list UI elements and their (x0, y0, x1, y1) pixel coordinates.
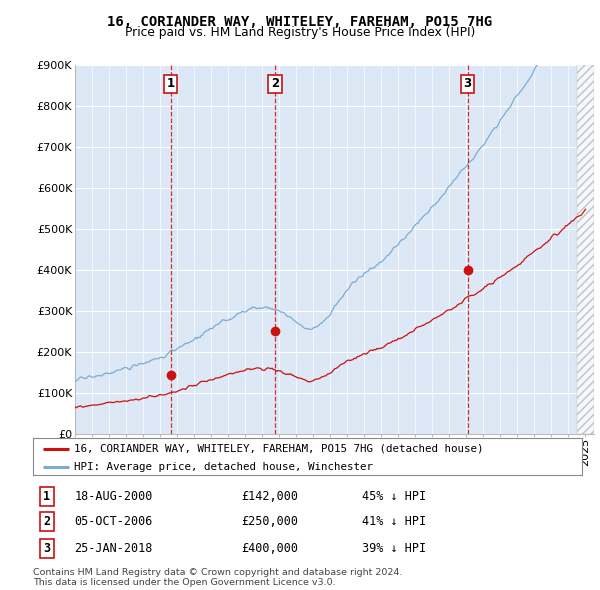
Text: £250,000: £250,000 (242, 515, 299, 528)
Text: 41% ↓ HPI: 41% ↓ HPI (362, 515, 427, 528)
Text: 2: 2 (271, 77, 279, 90)
Text: £142,000: £142,000 (242, 490, 299, 503)
Text: 39% ↓ HPI: 39% ↓ HPI (362, 542, 427, 555)
Text: Price paid vs. HM Land Registry's House Price Index (HPI): Price paid vs. HM Land Registry's House … (125, 26, 475, 39)
Text: 25-JAN-2018: 25-JAN-2018 (74, 542, 152, 555)
Text: 45% ↓ HPI: 45% ↓ HPI (362, 490, 427, 503)
Text: 3: 3 (43, 542, 50, 555)
Text: Contains HM Land Registry data © Crown copyright and database right 2024.
This d: Contains HM Land Registry data © Crown c… (33, 568, 403, 587)
Text: HPI: Average price, detached house, Winchester: HPI: Average price, detached house, Winc… (74, 462, 373, 472)
Text: 2: 2 (43, 515, 50, 528)
Text: 16, CORIANDER WAY, WHITELEY, FAREHAM, PO15 7HG (detached house): 16, CORIANDER WAY, WHITELEY, FAREHAM, PO… (74, 444, 484, 454)
Text: 16, CORIANDER WAY, WHITELEY, FAREHAM, PO15 7HG: 16, CORIANDER WAY, WHITELEY, FAREHAM, PO… (107, 15, 493, 29)
Text: 05-OCT-2006: 05-OCT-2006 (74, 515, 152, 528)
Text: 1: 1 (167, 77, 175, 90)
Text: 1: 1 (43, 490, 50, 503)
Text: 3: 3 (464, 77, 472, 90)
Text: 18-AUG-2000: 18-AUG-2000 (74, 490, 152, 503)
Text: £400,000: £400,000 (242, 542, 299, 555)
Polygon shape (577, 65, 594, 434)
